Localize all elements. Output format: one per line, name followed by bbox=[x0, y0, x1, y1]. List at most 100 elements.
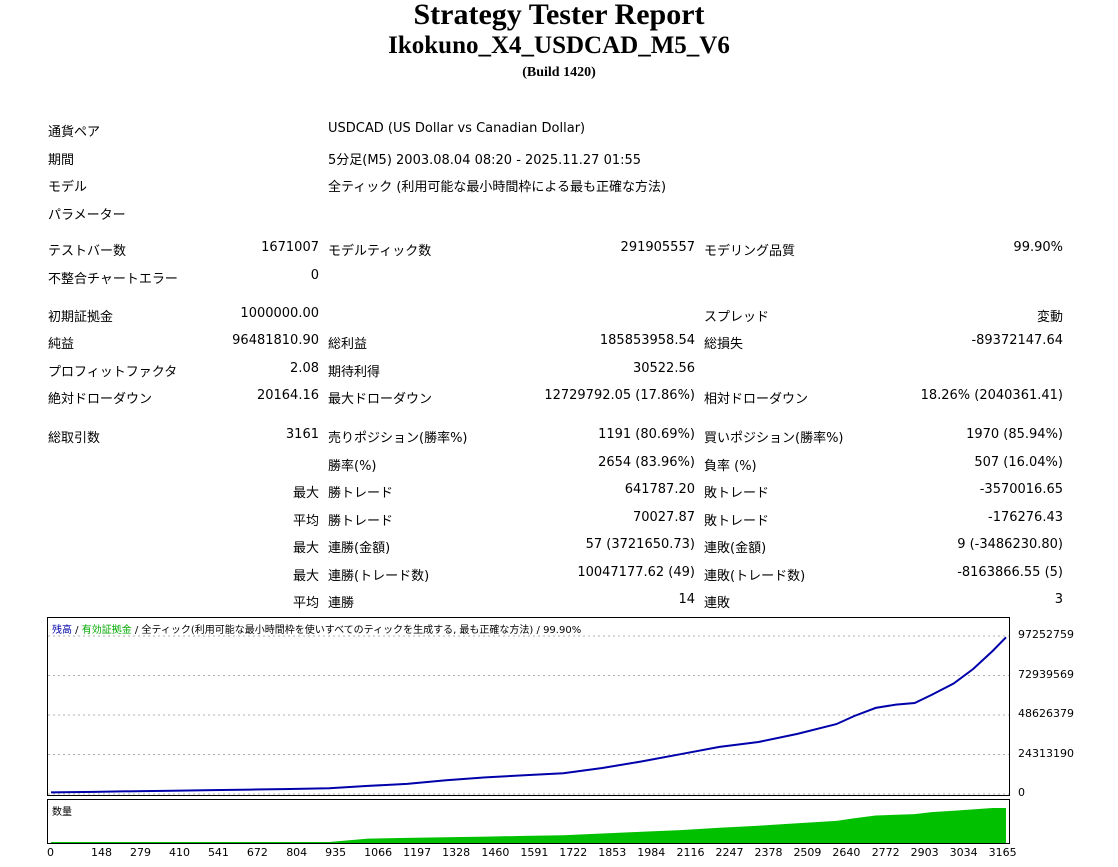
expected-payoff-value: 30522.56 bbox=[632, 361, 695, 376]
x-tick-label: 2247 bbox=[715, 846, 744, 859]
symbol-value: USDCAD (US Dollar vs Canadian Dollar) bbox=[328, 121, 586, 136]
ticks-value: 291905557 bbox=[620, 240, 695, 255]
volume-area bbox=[51, 808, 1006, 843]
x-tick-label: 1984 bbox=[637, 846, 666, 859]
quality-value: 99.90% bbox=[1013, 240, 1063, 255]
x-tick-label: 279 bbox=[130, 846, 151, 859]
largest-win-label: 勝トレード bbox=[328, 486, 394, 501]
max-cons-profit-label: 連勝(トレード数) bbox=[328, 569, 430, 584]
max-cons-loss-amount-label: 連敗(トレード数) bbox=[704, 569, 806, 584]
max-drawdown-value: 12729792.05 (17.86%) bbox=[544, 388, 695, 403]
spread-value: 変動 bbox=[1036, 310, 1063, 325]
avg-cons-losses-value: 3 bbox=[1054, 592, 1063, 607]
model-value: 全ティック (利用可能な最小時間枠による最も正確な方法) bbox=[328, 180, 667, 195]
win-rate-value: 2654 (83.96%) bbox=[598, 455, 695, 470]
gross-loss-value: -89372147.64 bbox=[971, 333, 1063, 348]
avg-cons-prefix: 平均 bbox=[292, 596, 319, 611]
x-tick-label: 2116 bbox=[676, 846, 705, 859]
max-cons-profit-value: 10047177.62 (49) bbox=[577, 565, 695, 580]
x-tick-label: 1591 bbox=[520, 846, 549, 859]
legend-separator: / bbox=[131, 625, 142, 636]
loss-rate-label: 負率 (%) bbox=[704, 459, 757, 474]
period-label: 期間 bbox=[48, 153, 75, 168]
long-positions-value: 1970 (85.94%) bbox=[966, 427, 1063, 442]
bars-value: 1671007 bbox=[261, 240, 319, 255]
max-cons-losses-label: 連敗(金額) bbox=[704, 541, 767, 556]
legend-quality: / 99.90% bbox=[533, 625, 582, 636]
report-title: Strategy Tester Report bbox=[413, 0, 705, 31]
avg-cons-losses-label: 連敗 bbox=[704, 596, 731, 611]
x-tick-label: 1853 bbox=[598, 846, 627, 859]
deposit-value: 1000000.00 bbox=[240, 306, 319, 321]
legend-model: 全ティック(利用可能な最小時間枠を使いすべてのティックを生成する, 最も正確な方… bbox=[141, 625, 534, 636]
legend-balance: 残高 bbox=[52, 625, 72, 636]
mismatch-value: 0 bbox=[310, 268, 319, 283]
build-number: (Build 1420) bbox=[522, 65, 596, 80]
model-label: モデル bbox=[48, 180, 88, 195]
x-tick-label: 541 bbox=[207, 846, 229, 859]
gross-profit-value: 185853958.54 bbox=[599, 333, 695, 348]
bars-label: テストバー数 bbox=[48, 244, 127, 259]
net-profit-value: 96481810.90 bbox=[232, 333, 319, 348]
largest-loss-label: 敗トレード bbox=[704, 486, 770, 501]
abs-drawdown-value: 20164.16 bbox=[256, 388, 319, 403]
avg-win-label: 勝トレード bbox=[328, 514, 394, 529]
abs-drawdown-label: 絶対ドローダウン bbox=[48, 392, 153, 407]
x-tick-label: 672 bbox=[246, 846, 268, 859]
long-positions-label: 買いポジション(勝率%) bbox=[704, 431, 844, 446]
x-tick-label: 410 bbox=[168, 846, 190, 859]
short-positions-label: 売りポジション(勝率%) bbox=[328, 431, 468, 446]
volume-chart: 数量 bbox=[47, 799, 1010, 844]
y-tick-label: 97252759 bbox=[1018, 628, 1074, 641]
profit-factor-label: プロフィットファクタ bbox=[48, 365, 178, 380]
x-tick-label: 1197 bbox=[403, 846, 432, 859]
max-cons-losses-value: 9 (-3486230.80) bbox=[957, 537, 1063, 552]
x-tick-label: 0 bbox=[47, 846, 54, 859]
largest-win-value: 641787.20 bbox=[624, 482, 695, 497]
x-tick-label: 1066 bbox=[364, 846, 393, 859]
gross-profit-label: 総利益 bbox=[328, 337, 368, 352]
largest-prefix: 最大 bbox=[292, 486, 319, 501]
avg-win-value: 70027.87 bbox=[632, 510, 695, 525]
balance-line bbox=[50, 636, 1007, 794]
total-trades-value: 3161 bbox=[285, 427, 319, 442]
y-tick-label: 0 bbox=[1018, 786, 1025, 799]
avg-cons-wins-value: 14 bbox=[678, 592, 695, 607]
legend-separator: / bbox=[72, 625, 82, 636]
spread-label: スプレッド bbox=[704, 310, 770, 325]
x-tick-label: 2378 bbox=[754, 846, 783, 859]
average-prefix: 平均 bbox=[292, 514, 319, 529]
win-rate-label: 勝率(%) bbox=[328, 459, 377, 474]
avg-cons-wins-label: 連勝 bbox=[328, 596, 355, 611]
x-tick-label: 148 bbox=[91, 846, 113, 859]
x-tick-label: 2772 bbox=[871, 846, 900, 859]
expected-payoff-label: 期待利得 bbox=[328, 365, 381, 380]
max-cons-loss-amount-value: -8163866.55 (5) bbox=[957, 565, 1063, 580]
y-tick-label: 48626379 bbox=[1018, 707, 1074, 720]
ticks-label: モデルティック数 bbox=[328, 244, 432, 259]
rel-drawdown-value: 18.26% (2040361.41) bbox=[920, 388, 1063, 403]
max-cons-wins-label: 連勝(金額) bbox=[328, 541, 391, 556]
gross-loss-label: 総損失 bbox=[704, 337, 744, 352]
net-profit-label: 純益 bbox=[48, 337, 75, 352]
quality-label: モデリング品質 bbox=[704, 244, 796, 259]
profit-factor-value: 2.08 bbox=[290, 361, 319, 376]
deposit-label: 初期証拠金 bbox=[48, 310, 114, 325]
y-tick-label: 24313190 bbox=[1018, 746, 1074, 760]
symbol-label: 通貨ペア bbox=[48, 125, 101, 140]
x-tick-label: 2509 bbox=[793, 846, 822, 859]
x-tick-label: 2903 bbox=[910, 846, 939, 859]
volume-label: 数量 bbox=[52, 807, 72, 818]
x-tick-label: 2640 bbox=[832, 846, 861, 859]
max-cons-wins-value: 57 (3721650.73) bbox=[585, 537, 695, 552]
total-trades-label: 総取引数 bbox=[48, 431, 101, 446]
largest-loss-value: -3570016.65 bbox=[979, 482, 1063, 497]
loss-rate-value: 507 (16.04%) bbox=[974, 455, 1063, 470]
x-tick-label: 1460 bbox=[481, 846, 510, 859]
ea-name: Ikokuno_X4_USDCAD_M5_V6 bbox=[388, 32, 730, 59]
x-tick-label: 3034 bbox=[949, 846, 978, 859]
parameters-label: パラメーター bbox=[48, 208, 126, 223]
x-tick-label: 804 bbox=[286, 846, 308, 859]
chart-legend: 残高 / 有効証拠金 / 全ティック(利用可能な最小時間枠を使いすべてのティック… bbox=[52, 621, 581, 636]
x-tick-label: 1328 bbox=[442, 846, 471, 859]
